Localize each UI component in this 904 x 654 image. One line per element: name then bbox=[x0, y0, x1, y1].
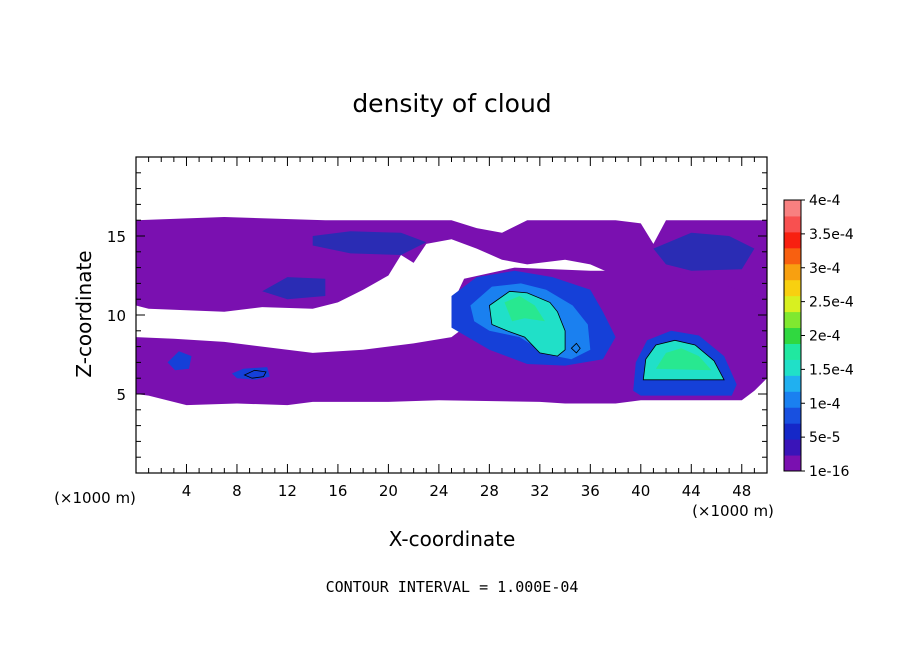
y-tick-label: 15 bbox=[107, 228, 126, 246]
x-tick-label: 44 bbox=[682, 482, 701, 500]
contour-1e-4-blob-35km bbox=[570, 342, 581, 354]
colorbar-label: 5e-5 bbox=[809, 430, 840, 446]
low-level-blob-10km bbox=[231, 367, 270, 380]
y-unit-label: (×1000 m) bbox=[54, 489, 136, 507]
x-tick-label: 24 bbox=[429, 482, 448, 500]
colorbar-label: 1e-16 bbox=[809, 464, 849, 480]
core-region-30km-max bbox=[504, 296, 545, 322]
chart-title: density of cloud bbox=[352, 89, 551, 118]
colorbar-label: 4e-4 bbox=[809, 193, 841, 209]
colorbar-swatch bbox=[784, 200, 801, 217]
low-density-patch-left bbox=[262, 277, 326, 300]
x-tick-label: 28 bbox=[480, 482, 499, 500]
x-tick-label: 40 bbox=[631, 482, 650, 500]
colorbar-swatch bbox=[784, 311, 801, 329]
x-tick-label: 4 bbox=[182, 482, 192, 500]
colorbar-swatch bbox=[784, 439, 801, 456]
contour-1e-4-core bbox=[488, 290, 566, 357]
y-tick-label: 10 bbox=[107, 307, 126, 325]
x-axis-ticks: 4 8 12 16 20 24 28 32 36 40 44 48 bbox=[148, 157, 755, 500]
y-tick-label: 5 bbox=[116, 386, 126, 404]
low-density-patch-upper bbox=[312, 231, 427, 255]
colorbar-swatch bbox=[784, 215, 801, 233]
mid-cloud-layer bbox=[136, 267, 767, 406]
colorbar-swatch bbox=[784, 247, 801, 265]
colorbar-label: 2.5e-4 bbox=[809, 295, 854, 311]
y-axis-ticks: 5 10 15 bbox=[107, 172, 767, 458]
x-tick-label: 16 bbox=[328, 482, 347, 500]
colorbar-label: 3.5e-4 bbox=[809, 227, 854, 243]
colorbar: 1e-16 5e-5 1e-4 1.5e-4 2e-4 2.5e-4 3e-4 3.5e-4 4… bbox=[783, 193, 854, 480]
low-density-patch-right bbox=[653, 232, 755, 271]
x-tick-label: 48 bbox=[732, 482, 751, 500]
x-tick-label: 20 bbox=[379, 482, 398, 500]
colorbar-swatch bbox=[784, 407, 801, 424]
colorbar-swatch bbox=[784, 391, 801, 408]
density-regions bbox=[136, 217, 767, 406]
colorbar-label: 1e-4 bbox=[809, 396, 841, 412]
contour-lines bbox=[243, 290, 725, 381]
contour-1e-4-blob-10km bbox=[243, 369, 267, 379]
colorbar-swatch bbox=[784, 295, 801, 313]
contour-1e-4-dome bbox=[642, 339, 725, 381]
colorbar-label: 2e-4 bbox=[809, 329, 841, 345]
x-unit-label: (×1000 m) bbox=[692, 502, 774, 520]
x-tick-label: 32 bbox=[530, 482, 549, 500]
colorbar-swatch bbox=[784, 455, 801, 472]
colorbar-swatch bbox=[784, 263, 801, 281]
x-tick-label: 8 bbox=[232, 482, 242, 500]
colorbar-swatch bbox=[784, 279, 801, 297]
colorbar-swatch bbox=[784, 343, 801, 360]
x-tick-label: 12 bbox=[278, 482, 297, 500]
colorbar-swatch bbox=[784, 231, 801, 249]
y-axis-title: Z-coordinate bbox=[72, 250, 96, 377]
low-level-blob-35km bbox=[570, 341, 582, 355]
dome-region-43km-peak bbox=[655, 348, 712, 371]
colorbar-swatch bbox=[784, 423, 801, 440]
colorbar-swatch bbox=[784, 359, 801, 376]
low-level-blob-3km bbox=[167, 351, 192, 371]
colorbar-label: 1.5e-4 bbox=[809, 362, 854, 378]
colorbar-swatch bbox=[784, 327, 801, 344]
colorbar-label: 3e-4 bbox=[809, 261, 841, 277]
x-axis-title: X-coordinate bbox=[389, 527, 516, 551]
colorbar-swatch bbox=[784, 375, 801, 392]
x-tick-label: 36 bbox=[581, 482, 600, 500]
contour-interval-note: CONTOUR INTERVAL = 1.000E-04 bbox=[326, 578, 579, 596]
